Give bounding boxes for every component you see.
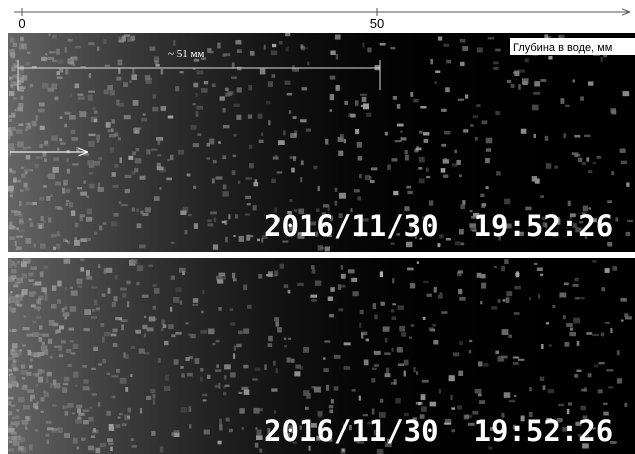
ruler-tick-label: 50: [370, 16, 384, 31]
ruler-tick-label: 0: [18, 16, 25, 31]
measure-label: ~ 51 мм: [168, 48, 204, 60]
timestamp: 2016/11/30 19:52:26: [264, 209, 613, 243]
page: 0 50 ~ 51 мм Глубина в воде, мм 2016/11/3…: [0, 0, 635, 454]
timestamp: 2016/11/30 19:52:26: [264, 414, 613, 448]
screenshot: 0 50 ~ 51 мм Глубина в воде, мм 2016/11/3…: [0, 0, 635, 454]
ruler-bg: [0, 0, 635, 33]
depth-label: Глубина в воде, мм: [513, 42, 612, 54]
